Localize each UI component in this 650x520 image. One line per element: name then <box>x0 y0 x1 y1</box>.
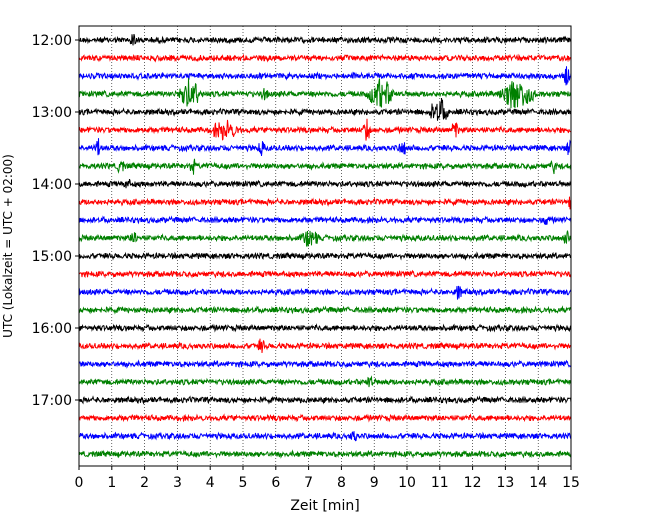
x-tick-label: 4 <box>206 475 215 491</box>
trace-1345 <box>78 158 572 175</box>
x-tick-label: 0 <box>75 475 84 491</box>
trace-1515 <box>78 269 572 279</box>
seismogram-traces <box>78 33 572 459</box>
trace-1430 <box>78 215 572 225</box>
trace-1245 <box>78 78 572 109</box>
y-tick-label: 15:00 <box>32 249 72 265</box>
x-axis-ticks: 0 1 2 3 4 5 6 7 8 9 10 11 12 13 14 15 <box>75 466 580 491</box>
trace-1700 <box>78 395 572 405</box>
trace-1200 <box>78 33 572 46</box>
x-tick-label: 11 <box>431 475 449 491</box>
x-tick-label: 15 <box>562 475 580 491</box>
trace-1300 <box>78 97 572 121</box>
x-tick-label: 3 <box>173 475 182 491</box>
trace-1645 <box>78 375 572 388</box>
plot-frame <box>78 25 572 467</box>
trace-1415 <box>78 196 572 210</box>
trace-1615 <box>78 338 572 354</box>
x-tick-label: 13 <box>496 475 514 491</box>
trace-1545 <box>78 305 572 315</box>
y-tick-label: 17:00 <box>32 393 72 409</box>
y-axis-ticks: 12:00 13:00 14:00 15:00 16:00 17:00 <box>32 33 79 409</box>
trace-1500 <box>78 251 572 261</box>
y-axis-title: UTC (Lokalzeit = UTC + 02:00) <box>1 154 15 338</box>
y-tick-label: 16:00 <box>32 321 72 337</box>
vertical-gridlines <box>111 26 539 466</box>
x-tick-label: 9 <box>370 475 379 491</box>
trace-1600 <box>78 323 572 333</box>
y-tick-label: 13:00 <box>32 105 72 121</box>
trace-1315 <box>78 118 572 141</box>
trace-1530 <box>78 285 572 300</box>
x-tick-label: 2 <box>140 475 149 491</box>
trace-1730 <box>78 431 572 442</box>
trace-1215 <box>78 53 572 63</box>
trace-1630 <box>78 359 572 369</box>
y-tick-label: 12:00 <box>32 33 72 49</box>
trace-1230 <box>78 66 572 86</box>
x-tick-label: 7 <box>304 475 313 491</box>
x-tick-label: 1 <box>107 475 116 491</box>
trace-1445 <box>78 230 572 248</box>
x-tick-label: 8 <box>337 475 346 491</box>
x-tick-label: 5 <box>239 475 248 491</box>
x-tick-label: 14 <box>529 475 547 491</box>
x-tick-label: 12 <box>464 475 482 491</box>
x-tick-label: 6 <box>271 475 280 491</box>
x-tick-label: 10 <box>398 475 416 491</box>
trace-1400 <box>78 178 572 189</box>
trace-1330 <box>79 138 572 157</box>
trace-1715 <box>78 413 572 423</box>
trace-1745 <box>78 449 572 459</box>
x-axis-title: Zeit [min] <box>290 498 359 514</box>
y-tick-label: 14:00 <box>32 177 72 193</box>
